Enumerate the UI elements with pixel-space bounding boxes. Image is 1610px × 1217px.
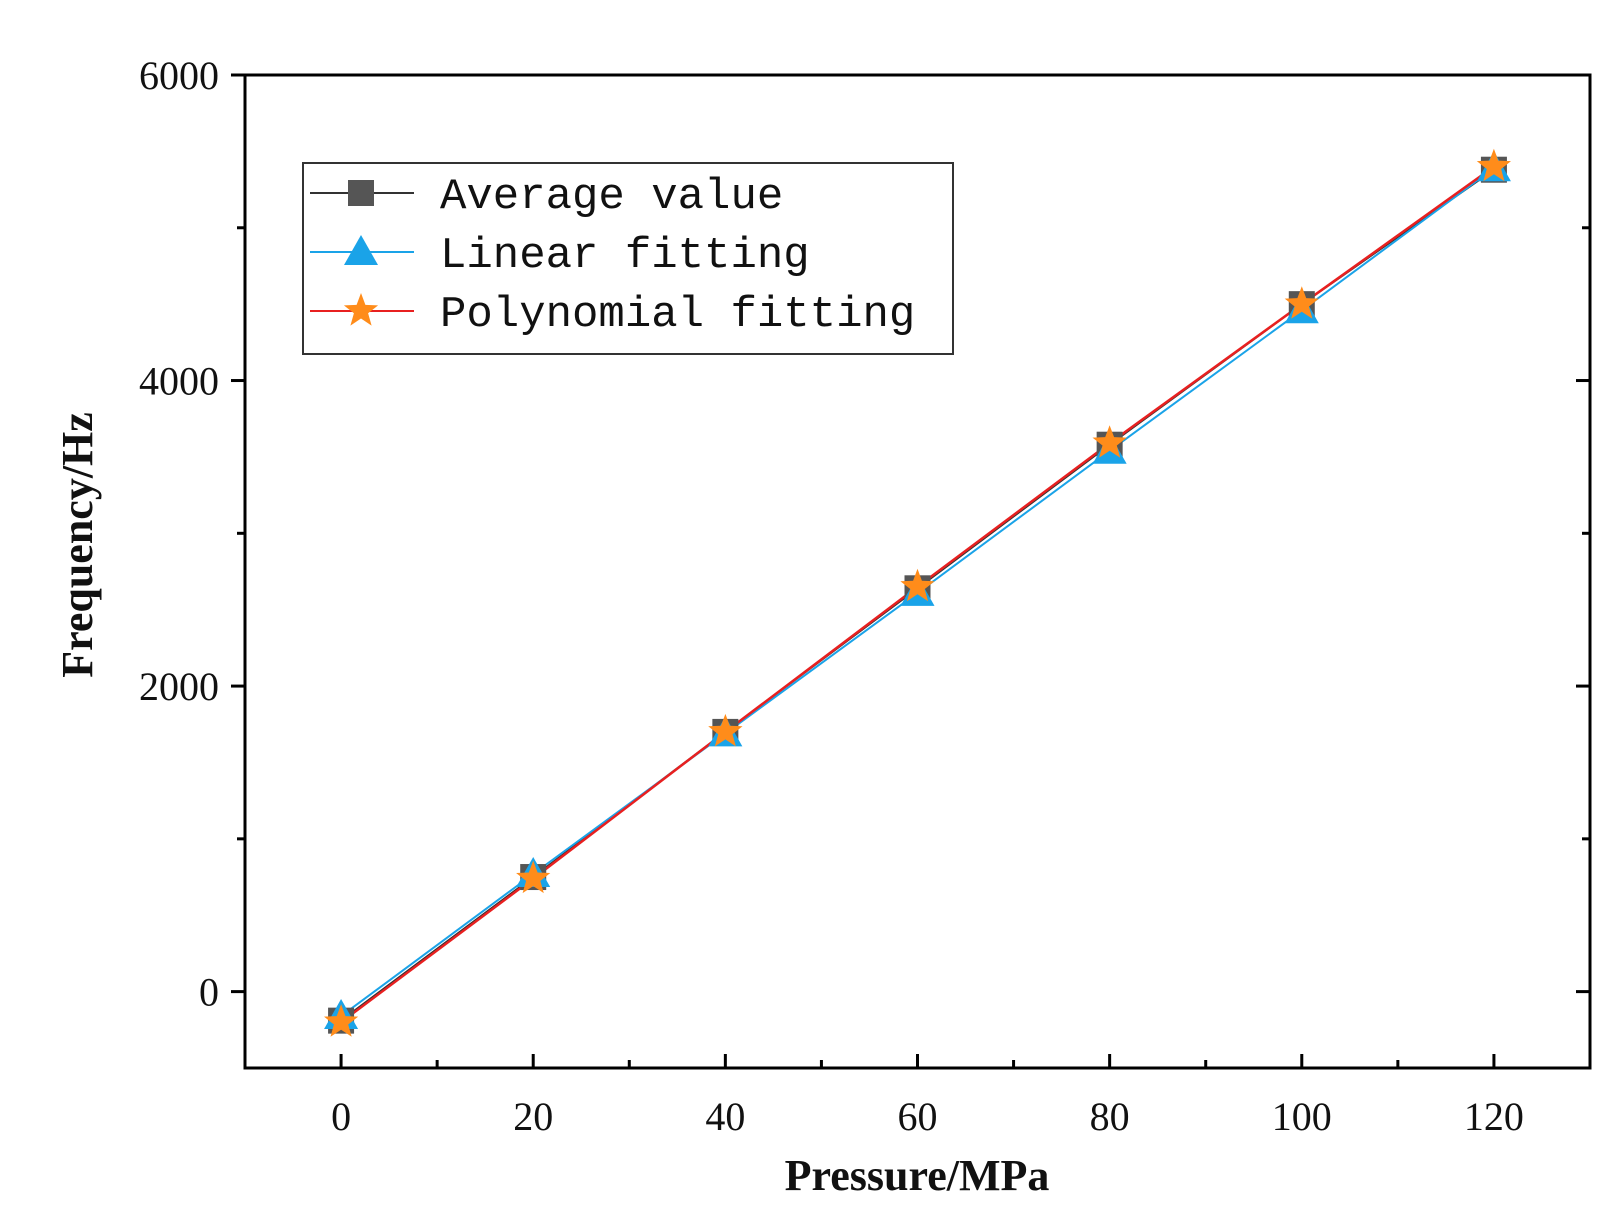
legend-label: Average value bbox=[440, 172, 783, 222]
x-tick-label: 60 bbox=[898, 1094, 938, 1139]
legend-marker bbox=[344, 235, 378, 265]
data-point-star bbox=[516, 860, 551, 894]
legend-marker bbox=[348, 180, 374, 206]
data-point-star bbox=[1092, 425, 1127, 458]
legend-label: Polynomial fitting bbox=[440, 290, 915, 340]
legend-label: Linear fitting bbox=[440, 231, 810, 281]
data-point-star bbox=[324, 1004, 359, 1037]
y-tick-label: 2000 bbox=[139, 664, 219, 709]
x-tick-label: 40 bbox=[705, 1094, 745, 1139]
y-axis-title: Frequency/Hz bbox=[53, 412, 102, 678]
data-point-star bbox=[900, 568, 935, 602]
axes-group: 0 20 40 60 80 100 120 0 2000 4000 6000 bbox=[139, 53, 1590, 1139]
data-point-star bbox=[1476, 148, 1511, 182]
legend-items: Average value Linear fitting Polynomial fi… bbox=[310, 172, 915, 340]
series-markers bbox=[324, 148, 1511, 1037]
y-tick-label: 4000 bbox=[139, 359, 219, 404]
x-tick-label: 120 bbox=[1464, 1094, 1524, 1139]
y-tick-label: 6000 bbox=[139, 53, 219, 98]
x-axis-title: Pressure/MPa bbox=[785, 1151, 1050, 1200]
legend: Average value Linear fitting Polynomial fi… bbox=[302, 162, 954, 355]
x-tick-label: 20 bbox=[513, 1094, 553, 1139]
data-point-star bbox=[708, 713, 743, 747]
x-tick-label: 100 bbox=[1272, 1094, 1332, 1139]
y-tick-label: 0 bbox=[199, 970, 219, 1015]
x-tick-label: 0 bbox=[331, 1094, 351, 1139]
legend-marker bbox=[343, 293, 379, 326]
data-point-star bbox=[1284, 286, 1319, 319]
x-tick-label: 80 bbox=[1090, 1094, 1130, 1139]
legend-box bbox=[302, 162, 954, 355]
